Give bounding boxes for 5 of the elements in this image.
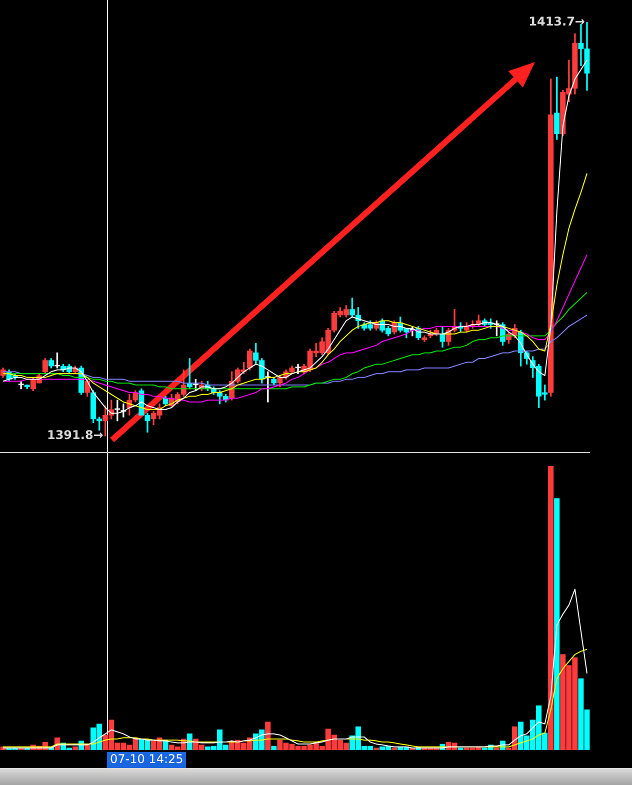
- bar: [554, 498, 560, 750]
- annotation: 1413.7→: [528, 14, 585, 28]
- bar: [548, 466, 554, 750]
- annotation: 1391.8→: [46, 428, 104, 442]
- text: 07-10 14:25: [107, 752, 186, 768]
